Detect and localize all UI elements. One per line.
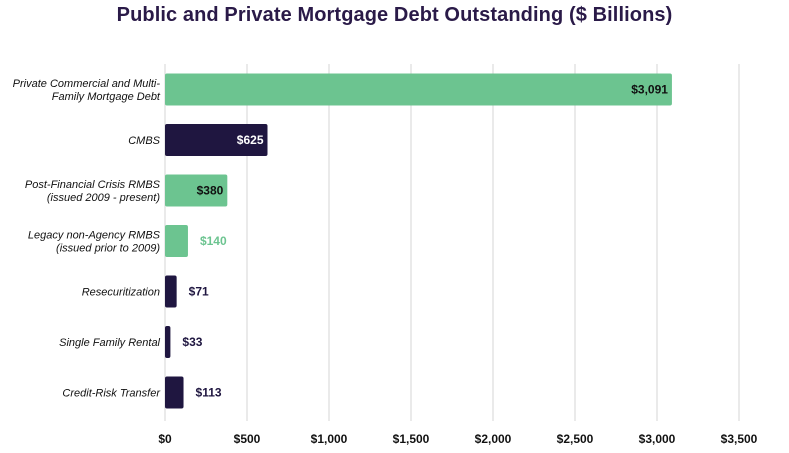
x-tick-label: $3,000 [639, 432, 676, 446]
x-tick-label: $2,500 [557, 432, 594, 446]
x-tick-label: $500 [234, 432, 261, 446]
value-label: $625 [237, 133, 264, 147]
category-label: (issued prior to 2009) [56, 243, 160, 255]
chart-title: Public and Private Mortgage Debt Outstan… [116, 4, 673, 26]
category-label: Private Commercial and Multi- [13, 78, 161, 90]
value-label: $71 [189, 285, 209, 299]
x-tick-label: $1,500 [393, 432, 430, 446]
bar [165, 376, 184, 409]
category-label: CMBS [128, 135, 160, 147]
category-label: Legacy non-Agency RMBS [28, 230, 161, 242]
x-tick-label: $0 [158, 432, 172, 446]
value-label: $33 [182, 335, 202, 349]
bar [165, 174, 228, 207]
category-label: Family Mortgage Debt [52, 91, 161, 103]
category-label: Single Family Rental [59, 337, 160, 349]
value-label: $113 [196, 386, 222, 400]
x-tick-label: $1,000 [311, 432, 348, 446]
category-label: Resecuritization [82, 287, 160, 299]
bar [165, 225, 188, 257]
bar [165, 124, 268, 156]
value-label: $3,091 [631, 83, 668, 97]
bar [165, 275, 177, 308]
bar [165, 326, 171, 358]
x-tick-label: $2,000 [475, 432, 512, 446]
category-label: Post-Financial Crisis RMBS [25, 179, 161, 191]
x-tick-label: $3,500 [721, 432, 758, 446]
category-label: (issued 2009 - present) [47, 192, 160, 204]
bar [165, 73, 672, 106]
value-label: $140 [200, 234, 227, 248]
value-label: $380 [197, 184, 224, 198]
category-label: Credit-Risk Transfer [62, 388, 161, 400]
